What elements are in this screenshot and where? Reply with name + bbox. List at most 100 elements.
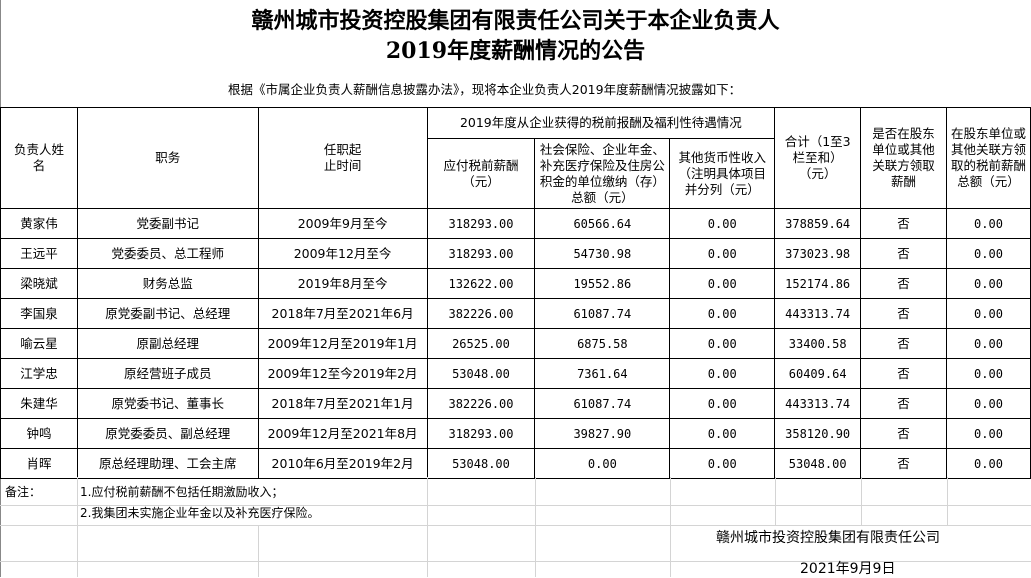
cell-position[interactable]: 党委副书记	[76, 208, 259, 239]
cell-salary[interactable]: 132622.00	[426, 268, 536, 299]
header-shareholder: 是否在股东单位或其他关联方领取薪酬	[860, 107, 947, 209]
table-row: 江学忠 原经营班子成员 2009年12至今2019年2月 53048.00 7361.6…	[0, 358, 1031, 389]
cell-shareholder-amount[interactable]: 0.00	[946, 298, 1031, 329]
cell-position[interactable]: 原党委书记、董事长	[76, 388, 259, 419]
intro-label: 根据《市属企业负责人薪酬信息披露办法》，现将本企业负责人2019年度薪酬情况披露…	[228, 82, 742, 97]
table-row: 梁晓斌 财务总监 2019年8月至今 132622.00 19552.86 0.00 152…	[0, 268, 1031, 299]
cell-term[interactable]: 2009年12月至今	[257, 238, 428, 269]
cell-other[interactable]: 0.00	[669, 328, 776, 359]
intro-text: 根据《市属企业负责人薪酬信息披露办法》，现将本企业负责人2019年度薪酬情况披露…	[0, 75, 1031, 107]
cell-name[interactable]: 肖晖	[0, 448, 78, 479]
cell-total[interactable]: 443313.74	[774, 388, 862, 419]
cell-shareholder[interactable]: 否	[860, 298, 947, 329]
cell-total[interactable]: 53048.00	[774, 448, 862, 479]
cell-position[interactable]: 原副总经理	[76, 328, 259, 359]
cell-salary[interactable]: 382226.00	[426, 298, 536, 329]
cell-term[interactable]: 2009年9月至今	[257, 208, 428, 239]
cell-shareholder[interactable]: 否	[860, 328, 947, 359]
cell-term[interactable]: 2018年7月至2021年6月	[257, 298, 428, 329]
cell-name[interactable]: 江学忠	[0, 358, 78, 389]
cell-name[interactable]: 钟鸣	[0, 418, 78, 449]
cell-total[interactable]: 33400.58	[774, 328, 862, 359]
table-row: 钟鸣 原党委委员、副总经理 2009年12月至2021年8月 318293.00 398…	[0, 418, 1031, 449]
note-1: 1.应付税前薪酬不包括任期激励收入；	[80, 485, 284, 499]
cell-salary[interactable]: 382226.00	[426, 388, 536, 419]
cell-shareholder-amount[interactable]: 0.00	[946, 448, 1031, 479]
cell-salary[interactable]: 53048.00	[426, 448, 536, 479]
cell-salary[interactable]: 53048.00	[426, 358, 536, 389]
cell-insurance[interactable]: 0.00	[534, 448, 671, 479]
cell-term[interactable]: 2009年12月至2019年1月	[257, 328, 428, 359]
cell-shareholder[interactable]: 否	[860, 388, 947, 419]
cell-position[interactable]: 党委委员、总工程师	[76, 238, 259, 269]
header-term: 任职起止时间	[257, 107, 428, 209]
header-shareholder-amount: 在股东单位或其他关联方领取的税前薪酬总额（元）	[946, 107, 1031, 209]
cell-other[interactable]: 0.00	[669, 298, 776, 329]
cell-name[interactable]: 王远平	[0, 238, 78, 269]
cell-shareholder[interactable]: 否	[860, 238, 947, 269]
cell-name[interactable]: 喻云星	[0, 328, 78, 359]
cell-name[interactable]: 梁晓斌	[0, 268, 78, 299]
cell-term[interactable]: 2009年12至今2019年2月	[257, 358, 428, 389]
cell-total[interactable]: 60409.64	[774, 358, 862, 389]
cell-position[interactable]: 原党委委员、副总经理	[76, 418, 259, 449]
cell-position[interactable]: 财务总监	[76, 268, 259, 299]
cell-term[interactable]: 2019年8月至今	[257, 268, 428, 299]
cell-position[interactable]: 原总经理助理、工会主席	[76, 448, 259, 479]
cell-other[interactable]: 0.00	[669, 358, 776, 389]
table-row: 王远平 党委委员、总工程师 2009年12月至今 318293.00 54730.98 0…	[0, 238, 1031, 269]
cell-name[interactable]: 黄家伟	[0, 208, 78, 239]
cell-insurance[interactable]: 61087.74	[534, 388, 671, 419]
cell-other[interactable]: 0.00	[669, 208, 776, 239]
table-row: 喻云星 原副总经理 2009年12月至2019年1月 26525.00 6875.58 0…	[0, 328, 1031, 359]
cell-shareholder-amount[interactable]: 0.00	[946, 328, 1031, 359]
cell-shareholder-amount[interactable]: 0.00	[946, 358, 1031, 389]
table-row: 李国泉 原党委副书记、总经理 2018年7月至2021年6月 382226.00 610…	[0, 298, 1031, 329]
cell-term[interactable]: 2010年6月至2019年2月	[257, 448, 428, 479]
cell-other[interactable]: 0.00	[669, 448, 776, 479]
cell-shareholder[interactable]: 否	[860, 208, 947, 239]
cell-shareholder-amount[interactable]: 0.00	[946, 208, 1031, 239]
cell-salary[interactable]: 318293.00	[426, 418, 536, 449]
cell-name[interactable]: 李国泉	[0, 298, 78, 329]
header-other: 其他货币性收入（注明具体项目并分列（元）	[669, 138, 776, 209]
cell-total[interactable]: 152174.86	[774, 268, 862, 299]
cell-total[interactable]: 378859.64	[774, 208, 862, 239]
salary-table: 负责人姓名 职务 任职起止时间 2019年度从企业获得的税前报酬及福利性待遇情况…	[0, 107, 1031, 479]
cell-other[interactable]: 0.00	[669, 268, 776, 299]
title-line-1: 赣州城市投资控股集团有限责任公司关于本企业负责人	[251, 8, 780, 34]
cell-insurance[interactable]: 54730.98	[534, 238, 671, 269]
cell-insurance[interactable]: 61087.74	[534, 298, 671, 329]
cell-shareholder[interactable]: 否	[860, 448, 947, 479]
cell-shareholder-amount[interactable]: 0.00	[946, 268, 1031, 299]
page-title: 赣州城市投资控股集团有限责任公司关于本企业负责人 2019年度薪酬情况的公告	[0, 0, 1031, 75]
cell-other[interactable]: 0.00	[669, 238, 776, 269]
cell-shareholder-amount[interactable]: 0.00	[946, 238, 1031, 269]
cell-position[interactable]: 原经营班子成员	[76, 358, 259, 389]
cell-salary[interactable]: 318293.00	[426, 238, 536, 269]
header-name: 负责人姓名	[0, 107, 78, 209]
cell-shareholder[interactable]: 否	[860, 358, 947, 389]
cell-term[interactable]: 2009年12月至2021年8月	[257, 418, 428, 449]
table-row: 肖晖 原总经理助理、工会主席 2010年6月至2019年2月 53048.00 0.00…	[0, 448, 1031, 479]
cell-total[interactable]: 373023.98	[774, 238, 862, 269]
table-row: 朱建华 原党委书记、董事长 2018年7月至2021年1月 382226.00 6108…	[0, 388, 1031, 419]
cell-salary[interactable]: 318293.00	[426, 208, 536, 239]
cell-total[interactable]: 443313.74	[774, 298, 862, 329]
cell-term[interactable]: 2018年7月至2021年1月	[257, 388, 428, 419]
cell-insurance[interactable]: 7361.64	[534, 358, 671, 389]
cell-position[interactable]: 原党委副书记、总经理	[76, 298, 259, 329]
cell-insurance[interactable]: 6875.58	[534, 328, 671, 359]
cell-salary[interactable]: 26525.00	[426, 328, 536, 359]
cell-other[interactable]: 0.00	[669, 418, 776, 449]
cell-name[interactable]: 朱建华	[0, 388, 78, 419]
cell-insurance[interactable]: 39827.90	[534, 418, 671, 449]
cell-shareholder-amount[interactable]: 0.00	[946, 418, 1031, 449]
cell-total[interactable]: 358120.90	[774, 418, 862, 449]
cell-shareholder-amount[interactable]: 0.00	[946, 388, 1031, 419]
cell-insurance[interactable]: 19552.86	[534, 268, 671, 299]
cell-shareholder[interactable]: 否	[860, 418, 947, 449]
cell-other[interactable]: 0.00	[669, 388, 776, 419]
cell-insurance[interactable]: 60566.64	[534, 208, 671, 239]
cell-shareholder[interactable]: 否	[860, 268, 947, 299]
